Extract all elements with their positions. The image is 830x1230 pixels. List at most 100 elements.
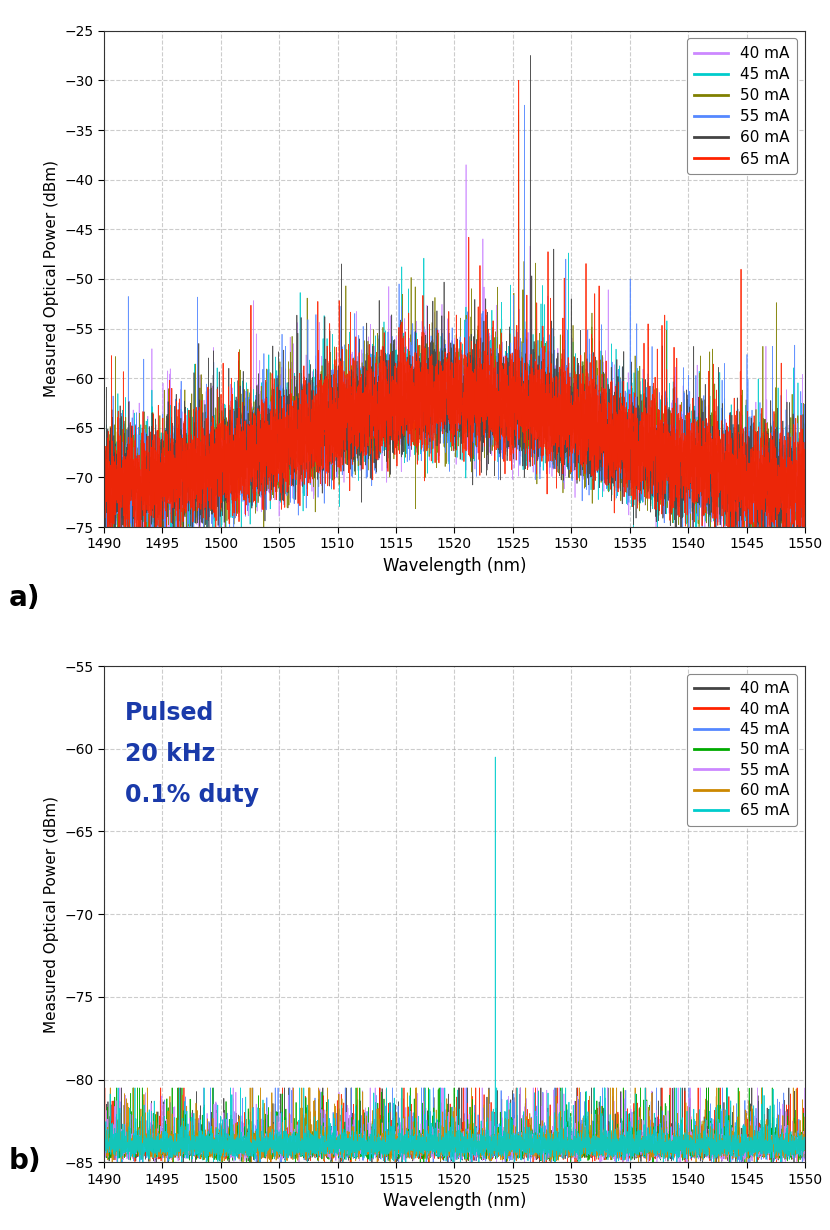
55 mA: [269, 1127, 279, 1141]
65 mA: [800, 1141, 810, 1156]
40 mA: [800, 1144, 810, 1159]
40 mA: [771, 1161, 781, 1176]
65 mA: [261, 397, 271, 412]
40 mA: [364, 396, 374, 411]
40 mA: [100, 1080, 110, 1095]
65 mA: [261, 1124, 271, 1139]
50 mA: [795, 1141, 805, 1156]
Text: a): a): [8, 584, 40, 613]
Line: 40 mA: 40 mA: [104, 1087, 805, 1166]
55 mA: [520, 98, 530, 113]
40 mA: [99, 1148, 109, 1162]
50 mA: [102, 525, 112, 540]
45 mA: [269, 1129, 279, 1144]
50 mA: [514, 103, 524, 118]
65 mA: [413, 387, 423, 402]
50 mA: [112, 1080, 122, 1095]
Line: 60 mA: 60 mA: [104, 55, 805, 533]
65 mA: [281, 1162, 290, 1177]
55 mA: [795, 510, 805, 525]
Legend: 40 mA, 40 mA, 45 mA, 50 mA, 55 mA, 60 mA, 65 mA: 40 mA, 40 mA, 45 mA, 50 mA, 55 mA, 60 mA…: [687, 674, 798, 827]
60 mA: [364, 386, 374, 401]
60 mA: [261, 1135, 271, 1150]
50 mA: [269, 430, 279, 445]
45 mA: [269, 421, 279, 435]
65 mA: [269, 467, 279, 482]
40 mA: [800, 485, 810, 499]
40 mA: [269, 1145, 279, 1160]
65 mA: [99, 482, 109, 497]
45 mA: [99, 471, 109, 486]
Text: Pulsed
20 kHz
0.1% duty: Pulsed 20 kHz 0.1% duty: [124, 701, 259, 807]
45 mA: [134, 1164, 144, 1178]
60 mA: [800, 1141, 810, 1156]
40 mA: [269, 395, 279, 410]
60 mA: [413, 1134, 423, 1149]
Text: b): b): [8, 1146, 41, 1175]
Line: 65 mA: 65 mA: [104, 80, 805, 533]
65 mA: [269, 1139, 279, 1154]
60 mA: [795, 1137, 805, 1151]
60 mA: [266, 443, 276, 458]
Legend: 40 mA, 45 mA, 50 mA, 55 mA, 60 mA, 65 mA: 40 mA, 45 mA, 50 mA, 55 mA, 60 mA, 65 mA: [687, 38, 798, 175]
40 mA: [99, 1138, 109, 1153]
55 mA: [269, 438, 279, 453]
50 mA: [364, 401, 374, 416]
55 mA: [100, 525, 110, 540]
60 mA: [364, 1138, 374, 1153]
60 mA: [261, 390, 271, 405]
40 mA: [800, 1132, 810, 1146]
60 mA: [105, 1080, 115, 1095]
65 mA: [491, 749, 500, 764]
65 mA: [514, 73, 524, 87]
50 mA: [364, 1138, 374, 1153]
65 mA: [795, 1133, 805, 1148]
Line: 65 mA: 65 mA: [104, 756, 805, 1170]
65 mA: [102, 525, 112, 540]
Line: 40 mA: 40 mA: [104, 1087, 805, 1168]
40 mA: [795, 1150, 805, 1165]
Line: 45 mA: 45 mA: [104, 1087, 805, 1171]
55 mA: [795, 1141, 805, 1156]
65 mA: [364, 1133, 374, 1148]
45 mA: [364, 1148, 374, 1162]
45 mA: [266, 1145, 276, 1160]
40 mA: [116, 1080, 126, 1095]
40 mA: [266, 1133, 276, 1148]
65 mA: [99, 1128, 109, 1143]
50 mA: [266, 1138, 276, 1153]
55 mA: [800, 506, 810, 520]
Y-axis label: Measured Optical Power (dBm): Measured Optical Power (dBm): [43, 796, 59, 1033]
45 mA: [413, 1141, 423, 1156]
45 mA: [261, 1090, 271, 1105]
50 mA: [795, 525, 805, 540]
X-axis label: Wavelength (nm): Wavelength (nm): [383, 1192, 526, 1210]
Line: 50 mA: 50 mA: [104, 1087, 805, 1168]
40 mA: [261, 1134, 271, 1149]
60 mA: [413, 358, 423, 373]
40 mA: [266, 434, 276, 449]
60 mA: [100, 525, 110, 540]
55 mA: [266, 399, 276, 413]
50 mA: [203, 1161, 213, 1176]
65 mA: [413, 1135, 423, 1150]
40 mA: [261, 1137, 271, 1151]
Line: 45 mA: 45 mA: [104, 116, 805, 533]
40 mA: [795, 486, 805, 501]
50 mA: [800, 1143, 810, 1157]
65 mA: [266, 438, 276, 453]
40 mA: [364, 1141, 374, 1156]
50 mA: [266, 461, 276, 476]
55 mA: [413, 1141, 423, 1156]
45 mA: [795, 481, 805, 496]
55 mA: [413, 408, 423, 423]
60 mA: [99, 1127, 109, 1141]
40 mA: [413, 1129, 423, 1144]
55 mA: [115, 1080, 124, 1095]
60 mA: [269, 1135, 279, 1150]
40 mA: [413, 1132, 423, 1146]
Line: 55 mA: 55 mA: [104, 1087, 805, 1168]
60 mA: [99, 493, 109, 508]
55 mA: [261, 443, 271, 458]
50 mA: [261, 453, 271, 467]
